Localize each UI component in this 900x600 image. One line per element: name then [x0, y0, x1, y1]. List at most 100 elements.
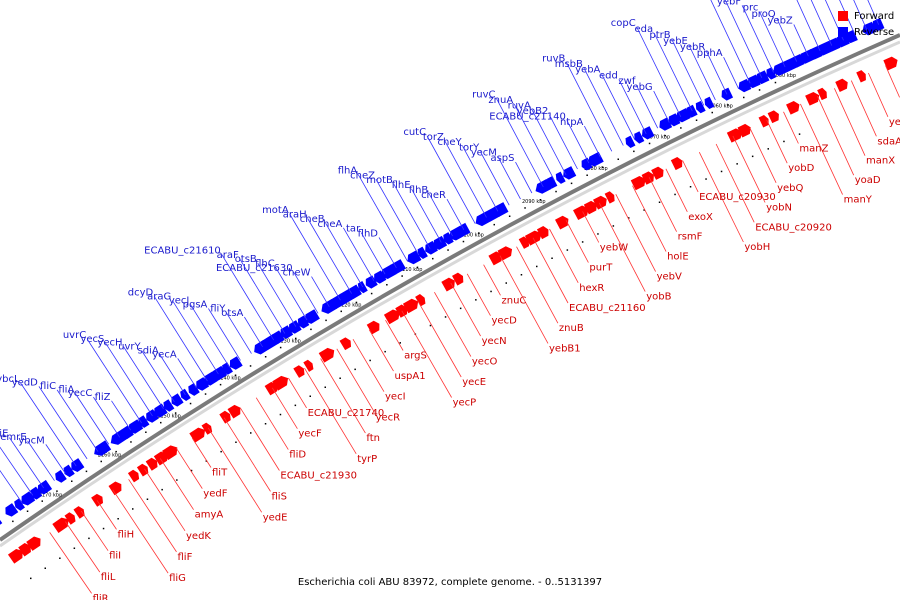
gene-arrow[interactable] — [767, 110, 779, 124]
gene-arrow[interactable] — [755, 70, 770, 85]
gene-arrow[interactable] — [417, 246, 428, 259]
gene-arrow[interactable] — [388, 259, 406, 275]
gene-arrow[interactable] — [686, 104, 698, 118]
gene-arrow[interactable] — [52, 517, 69, 533]
gene-arrow[interactable] — [8, 548, 23, 564]
gene-arrow[interactable] — [365, 275, 378, 289]
gene-arrow[interactable] — [786, 101, 800, 115]
gene-arrow[interactable] — [555, 215, 569, 230]
gene-arrow[interactable] — [668, 113, 681, 127]
gene-arrow[interactable] — [433, 235, 448, 250]
gene-arrow[interactable] — [55, 469, 67, 483]
gene-arrow[interactable] — [872, 18, 885, 32]
gene-arrow[interactable] — [443, 232, 454, 245]
gene-arrow[interactable] — [121, 425, 134, 439]
leader-line — [549, 228, 579, 283]
gene-arrow[interactable] — [452, 272, 464, 286]
gene-arrow[interactable] — [383, 309, 400, 325]
gene-arrow[interactable] — [641, 126, 655, 140]
gene-arrow[interactable] — [318, 347, 335, 363]
gene-arrow[interactable] — [304, 309, 320, 324]
gene-arrow[interactable] — [30, 486, 43, 500]
gene-arrow[interactable] — [171, 393, 184, 407]
gene-arrow[interactable] — [670, 157, 683, 171]
gene-arrow[interactable] — [293, 365, 305, 378]
gene-arrow[interactable] — [805, 91, 820, 106]
gene-arrow[interactable] — [402, 298, 419, 314]
gene-arrow[interactable] — [641, 171, 654, 185]
gene-arrow[interactable] — [108, 481, 122, 496]
gene-arrow[interactable] — [563, 166, 577, 180]
gene-arrow[interactable] — [71, 458, 85, 472]
gene-arrow[interactable] — [297, 315, 310, 329]
gene-arrow[interactable] — [189, 427, 206, 443]
gene-arrow[interactable] — [366, 320, 380, 335]
gene-arrow[interactable] — [695, 100, 706, 114]
gene-arrow[interactable] — [581, 157, 593, 171]
gene-arrow[interactable] — [5, 503, 19, 517]
gene-arrow[interactable] — [229, 356, 243, 370]
gene-arrow[interactable] — [583, 200, 597, 215]
gene-arrow[interactable] — [222, 362, 233, 375]
gene-arrow[interactable] — [651, 166, 664, 180]
gene-arrow[interactable] — [518, 236, 530, 249]
gene-arrow[interactable] — [303, 359, 314, 372]
gene-arrow[interactable] — [573, 205, 589, 220]
gene-arrow[interactable] — [288, 320, 302, 334]
gene-arrow[interactable] — [766, 67, 777, 80]
gene-arrow[interactable] — [63, 464, 75, 478]
forward-gene-track — [8, 56, 898, 564]
gene-arrow[interactable] — [374, 270, 387, 284]
gene-arrow[interactable] — [883, 56, 898, 71]
gene-arrow[interactable] — [441, 277, 455, 292]
gene-arrow[interactable] — [856, 70, 866, 83]
gene-arrow[interactable] — [546, 176, 558, 189]
gene-arrow[interactable] — [94, 440, 112, 456]
gene-arrow[interactable] — [227, 404, 241, 419]
gene-arrow[interactable] — [737, 123, 751, 138]
gene-arrow[interactable] — [201, 422, 213, 435]
gene-arrow[interactable] — [73, 506, 85, 519]
gene-arrow[interactable] — [14, 498, 25, 511]
gene-arrow[interactable] — [425, 240, 438, 255]
gene-arrow[interactable] — [0, 515, 3, 528]
gene-arrow[interactable] — [37, 479, 53, 495]
gene-arrow[interactable] — [138, 415, 150, 428]
gene-arrow[interactable] — [587, 151, 604, 167]
gene-arrow[interactable] — [497, 246, 513, 261]
gene-arrow[interactable] — [26, 536, 41, 551]
gene-arrow[interactable] — [407, 250, 422, 265]
gene-arrow[interactable] — [272, 375, 289, 391]
gene-arrow[interactable] — [555, 171, 566, 184]
gene-arrow[interactable] — [758, 115, 769, 128]
gene-arrow[interactable] — [347, 284, 362, 299]
gene-arrow[interactable] — [196, 377, 210, 391]
gene-arrow[interactable] — [835, 78, 848, 92]
leader-line — [653, 90, 670, 123]
gene-arrow[interactable] — [726, 128, 743, 143]
gene-arrow[interactable] — [163, 399, 175, 412]
gene-arrow[interactable] — [64, 512, 76, 525]
gene-arrow[interactable] — [634, 131, 645, 144]
gene-arrow[interactable] — [492, 202, 509, 217]
gene-label: proQ — [751, 9, 775, 20]
gene-label: ECABU_c21610 — [144, 246, 221, 257]
gene-arrow[interactable] — [604, 191, 615, 204]
gene-arrow[interactable] — [219, 410, 231, 424]
gene-arrow[interactable] — [162, 445, 178, 461]
gene-arrow[interactable] — [127, 469, 140, 483]
gene-arrow[interactable] — [593, 195, 607, 210]
gene-arrow[interactable] — [21, 491, 36, 506]
gene-arrow[interactable] — [272, 330, 285, 344]
gene-arrow[interactable] — [18, 543, 31, 557]
gene-arrow[interactable] — [536, 226, 549, 240]
gene-arrow[interactable] — [625, 135, 636, 148]
gene-arrow[interactable] — [145, 457, 158, 471]
gene-arrow[interactable] — [188, 383, 200, 396]
gene-arrow[interactable] — [704, 96, 715, 109]
gene-arrow[interactable] — [817, 87, 827, 101]
gene-arrow[interactable] — [339, 337, 352, 351]
gene-arrow[interactable] — [154, 403, 168, 418]
gene-arrow[interactable] — [630, 176, 646, 191]
gene-arrow[interactable] — [136, 463, 149, 477]
